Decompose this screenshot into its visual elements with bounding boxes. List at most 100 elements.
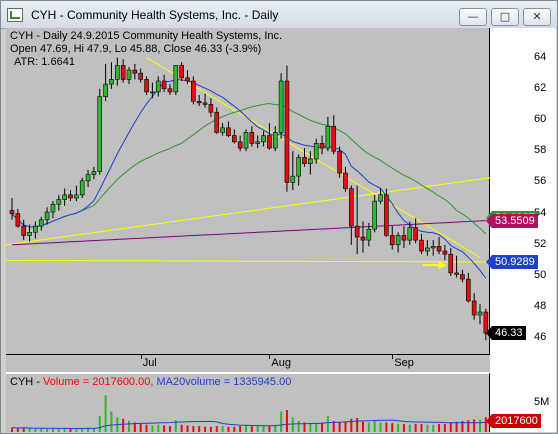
candle[interactable] bbox=[50, 201, 56, 219]
minimize-button[interactable]: — bbox=[459, 8, 487, 26]
close-button[interactable]: ✕ bbox=[523, 8, 551, 26]
candle[interactable] bbox=[296, 154, 301, 186]
volume-bar[interactable] bbox=[455, 421, 458, 432]
candle[interactable] bbox=[319, 135, 325, 155]
candle[interactable] bbox=[331, 115, 337, 155]
volume-bar[interactable] bbox=[449, 422, 452, 432]
volume-bar[interactable] bbox=[268, 425, 271, 432]
volume-bar[interactable] bbox=[69, 429, 72, 432]
volume-bar[interactable] bbox=[484, 417, 487, 432]
candle[interactable] bbox=[419, 233, 424, 255]
candle[interactable] bbox=[208, 98, 214, 117]
volume-bar[interactable] bbox=[209, 426, 212, 432]
candle[interactable] bbox=[155, 76, 161, 97]
candle[interactable] bbox=[103, 63, 108, 102]
volume-bar[interactable] bbox=[280, 411, 283, 432]
candle[interactable] bbox=[161, 74, 167, 92]
volume-bar[interactable] bbox=[133, 422, 136, 432]
candle[interactable] bbox=[337, 146, 342, 178]
volume-bar[interactable] bbox=[233, 426, 236, 432]
candle[interactable] bbox=[278, 73, 284, 139]
volume-bar[interactable] bbox=[356, 418, 359, 432]
volume-bar[interactable] bbox=[151, 425, 154, 432]
volume-bar[interactable] bbox=[432, 424, 435, 432]
candle[interactable] bbox=[290, 151, 296, 191]
candle[interactable] bbox=[255, 135, 260, 149]
volume-bar[interactable] bbox=[262, 425, 265, 432]
candle[interactable] bbox=[366, 222, 372, 247]
candle[interactable] bbox=[348, 185, 354, 245]
candle[interactable] bbox=[360, 221, 366, 253]
volume-bar[interactable] bbox=[461, 421, 464, 432]
volume-bar[interactable] bbox=[139, 423, 142, 432]
volume-bar[interactable] bbox=[75, 429, 78, 432]
candle[interactable] bbox=[460, 269, 465, 283]
volume-bar[interactable] bbox=[379, 422, 382, 432]
volume-bar[interactable] bbox=[438, 423, 441, 432]
candle[interactable] bbox=[249, 126, 255, 147]
candle[interactable] bbox=[220, 123, 225, 136]
volume-bar[interactable] bbox=[221, 426, 224, 432]
candle[interactable] bbox=[150, 82, 155, 99]
volume-bar[interactable] bbox=[467, 420, 470, 432]
volume-bar[interactable] bbox=[362, 421, 364, 432]
volume-bar[interactable] bbox=[204, 426, 207, 432]
candle[interactable] bbox=[33, 221, 38, 239]
volume-bar[interactable] bbox=[16, 428, 19, 432]
volume-bar[interactable] bbox=[186, 425, 189, 432]
candle[interactable] bbox=[109, 62, 114, 89]
volume-bar[interactable] bbox=[420, 423, 423, 432]
volume-bar[interactable] bbox=[391, 423, 394, 432]
volume-bar[interactable] bbox=[145, 424, 148, 432]
candle[interactable] bbox=[378, 188, 383, 205]
candle[interactable] bbox=[173, 65, 179, 96]
candle[interactable] bbox=[214, 107, 220, 135]
volume-bar[interactable] bbox=[40, 428, 43, 432]
candle[interactable] bbox=[284, 65, 290, 192]
candle[interactable] bbox=[372, 194, 378, 233]
volume-bar[interactable] bbox=[426, 424, 429, 432]
volume-bar[interactable] bbox=[227, 426, 230, 432]
volume-bar[interactable] bbox=[326, 415, 329, 432]
volume-bar[interactable] bbox=[321, 422, 324, 432]
volume-bar[interactable] bbox=[34, 429, 37, 432]
volume-bar[interactable] bbox=[239, 426, 242, 432]
volume-bar[interactable] bbox=[198, 426, 201, 432]
candle[interactable] bbox=[185, 70, 190, 85]
volume-bar[interactable] bbox=[256, 426, 259, 432]
candle[interactable] bbox=[465, 272, 471, 303]
candle[interactable] bbox=[38, 216, 44, 231]
volume-bar[interactable] bbox=[315, 423, 318, 432]
candle[interactable] bbox=[179, 62, 184, 81]
candle[interactable] bbox=[471, 293, 477, 320]
volume-bar[interactable] bbox=[303, 422, 306, 432]
candle[interactable] bbox=[483, 308, 489, 341]
candle[interactable] bbox=[384, 188, 389, 237]
volume-bar[interactable] bbox=[367, 422, 370, 432]
volume-bar[interactable] bbox=[414, 423, 417, 432]
candle[interactable] bbox=[132, 63, 138, 80]
candle[interactable] bbox=[343, 166, 348, 192]
volume-bar[interactable] bbox=[344, 421, 347, 432]
volume-bar[interactable] bbox=[297, 421, 300, 432]
volume-bar[interactable] bbox=[408, 424, 411, 432]
volume-bar[interactable] bbox=[309, 423, 312, 432]
candle[interactable] bbox=[44, 207, 50, 225]
volume-bar[interactable] bbox=[168, 426, 171, 432]
volume-bar[interactable] bbox=[245, 425, 247, 432]
volume-bar[interactable] bbox=[215, 426, 218, 432]
volume-bar[interactable] bbox=[157, 424, 160, 432]
price-panel[interactable]: CYH - Daily 24.9.2015 Community Health S… bbox=[6, 28, 490, 354]
candle[interactable] bbox=[436, 237, 442, 255]
volume-bar[interactable] bbox=[338, 422, 341, 432]
candle[interactable] bbox=[167, 84, 173, 96]
candle[interactable] bbox=[126, 66, 132, 85]
candle[interactable] bbox=[354, 185, 360, 255]
volume-bar[interactable] bbox=[110, 411, 113, 432]
volume-bar[interactable] bbox=[473, 419, 476, 432]
candle[interactable] bbox=[138, 68, 143, 83]
volume-bar[interactable] bbox=[163, 425, 166, 432]
falling-trendline[interactable] bbox=[146, 57, 481, 258]
volume-bar[interactable] bbox=[443, 423, 446, 432]
volume-bar[interactable] bbox=[397, 423, 400, 432]
